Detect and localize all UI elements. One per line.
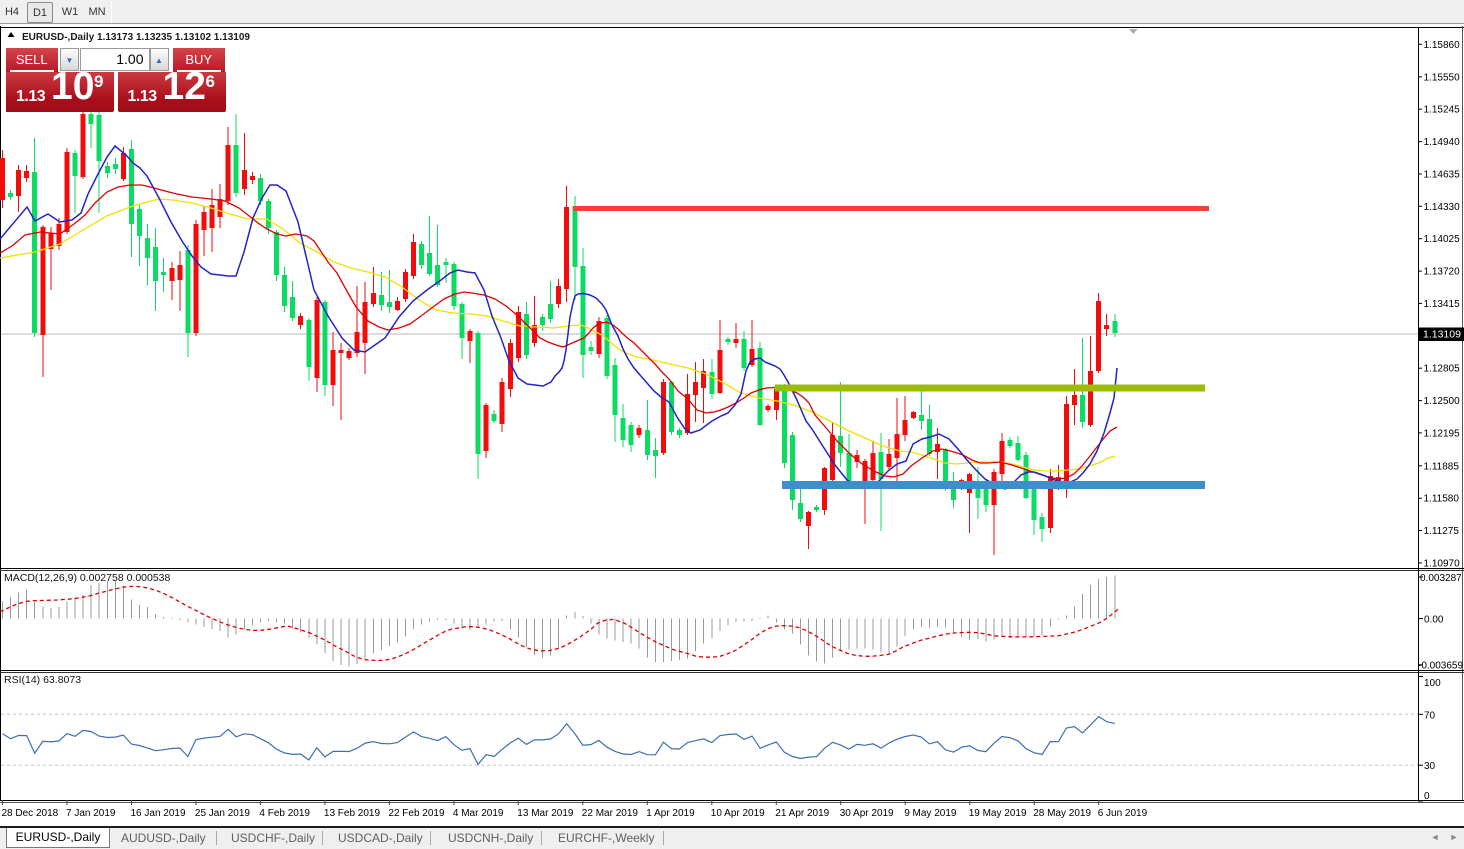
svg-text:22 Feb 2019: 22 Feb 2019 [388, 808, 445, 819]
svg-text:1.15860: 1.15860 [1424, 40, 1461, 51]
svg-text:1.12195: 1.12195 [1424, 428, 1461, 439]
svg-text:0.003287: 0.003287 [1420, 573, 1462, 584]
svg-text:EURUSD-,Daily 1.13173 1.13235: EURUSD-,Daily 1.13173 1.13235 1.13102 1.… [22, 32, 250, 43]
svg-text:0.00: 0.00 [1424, 615, 1444, 626]
svg-text:4 Mar 2019: 4 Mar 2019 [453, 808, 504, 819]
svg-text:100: 100 [1424, 678, 1441, 689]
svg-text:28 May 2019: 28 May 2019 [1033, 808, 1091, 819]
svg-text:-0.003659: -0.003659 [1418, 661, 1463, 672]
svg-text:25 Jan 2019: 25 Jan 2019 [195, 808, 250, 819]
svg-text:1.14940: 1.14940 [1424, 137, 1461, 148]
svg-text:1.14330: 1.14330 [1424, 202, 1461, 213]
svg-text:19 May 2019: 19 May 2019 [969, 808, 1027, 819]
svg-text:1.14025: 1.14025 [1424, 234, 1461, 245]
svg-text:1.10970: 1.10970 [1424, 558, 1461, 569]
svg-text:7 Jan 2019: 7 Jan 2019 [66, 808, 116, 819]
svg-text:1.11885: 1.11885 [1424, 461, 1460, 472]
svg-text:70: 70 [1424, 710, 1436, 721]
svg-text:1.12805: 1.12805 [1424, 364, 1461, 375]
svg-text:1.13109: 1.13109 [1423, 329, 1461, 341]
svg-text:1.11275: 1.11275 [1424, 526, 1460, 537]
svg-text:1.11580: 1.11580 [1424, 494, 1460, 505]
svg-text:1.13415: 1.13415 [1424, 299, 1461, 310]
svg-text:6 Jun 2019: 6 Jun 2019 [1098, 808, 1148, 819]
svg-text:1.15245: 1.15245 [1424, 105, 1461, 116]
svg-text:4 Feb 2019: 4 Feb 2019 [259, 808, 310, 819]
svg-text:RSI(14) 63.8073: RSI(14) 63.8073 [4, 674, 81, 686]
svg-text:10 Apr 2019: 10 Apr 2019 [711, 808, 765, 819]
svg-text:9 May 2019: 9 May 2019 [904, 808, 957, 819]
svg-text:1.14635: 1.14635 [1424, 170, 1461, 181]
svg-text:1.13720: 1.13720 [1424, 267, 1461, 278]
svg-text:30: 30 [1424, 761, 1436, 772]
svg-text:22 Mar 2019: 22 Mar 2019 [582, 808, 639, 819]
svg-text:16 Jan 2019: 16 Jan 2019 [131, 808, 186, 819]
svg-text:1 Apr 2019: 1 Apr 2019 [646, 808, 695, 819]
svg-text:1.12500: 1.12500 [1424, 396, 1461, 407]
svg-text:0: 0 [1424, 791, 1430, 802]
svg-text:1.15550: 1.15550 [1424, 72, 1461, 83]
svg-text:13 Mar 2019: 13 Mar 2019 [517, 808, 574, 819]
svg-text:21 Apr 2019: 21 Apr 2019 [775, 808, 829, 819]
svg-text:MACD(12,26,9) 0.002758 0.00053: MACD(12,26,9) 0.002758 0.000538 [4, 572, 171, 584]
svg-text:13 Feb 2019: 13 Feb 2019 [324, 808, 381, 819]
svg-text:28 Dec 2018: 28 Dec 2018 [2, 808, 59, 819]
svg-text:30 Apr 2019: 30 Apr 2019 [840, 808, 894, 819]
